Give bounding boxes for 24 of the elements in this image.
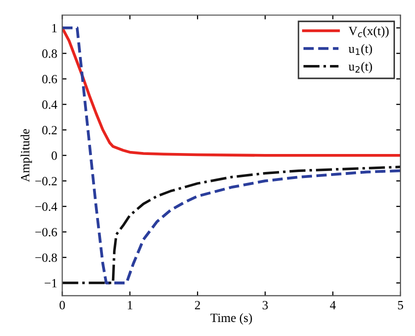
legend-label: V$_{c}$(x(t)) [348, 26, 389, 38]
y-tick-label: −0.4 [35, 202, 58, 211]
x-tick-label: 1 [128, 300, 132, 310]
line-series [62, 26, 400, 284]
y-tick-label: −0.6 [35, 228, 58, 236]
x-tick-label: 3 [262, 300, 268, 310]
y-tick-label: 0.8 [42, 49, 57, 58]
y-tick-label: 0.4 [42, 100, 58, 109]
x-tick-label: 2 [194, 300, 200, 310]
line-series [62, 166, 400, 284]
legend-label: u$_{1}$(t) [348, 44, 372, 56]
legend-label: u$_{2}$(t) [348, 62, 372, 74]
x-tick-label: 4 [330, 300, 336, 310]
y-tick-label: 0.6 [42, 74, 58, 84]
y-axis-title: Amplitude [20, 129, 32, 182]
x-tick-label: 5 [398, 301, 404, 310]
y-tick-label: 0 [52, 151, 57, 160]
y-tick-label: −0.8 [35, 253, 57, 262]
y-tick-label: 0.2 [42, 126, 57, 134]
y-tick-label: −0.2 [35, 176, 57, 186]
y-tick-label: −1 [44, 279, 57, 288]
y-tick-label: 1 [52, 24, 57, 32]
x-axis-title: Time (s) [210, 313, 252, 325]
x-tick-label: 0 [60, 300, 65, 310]
